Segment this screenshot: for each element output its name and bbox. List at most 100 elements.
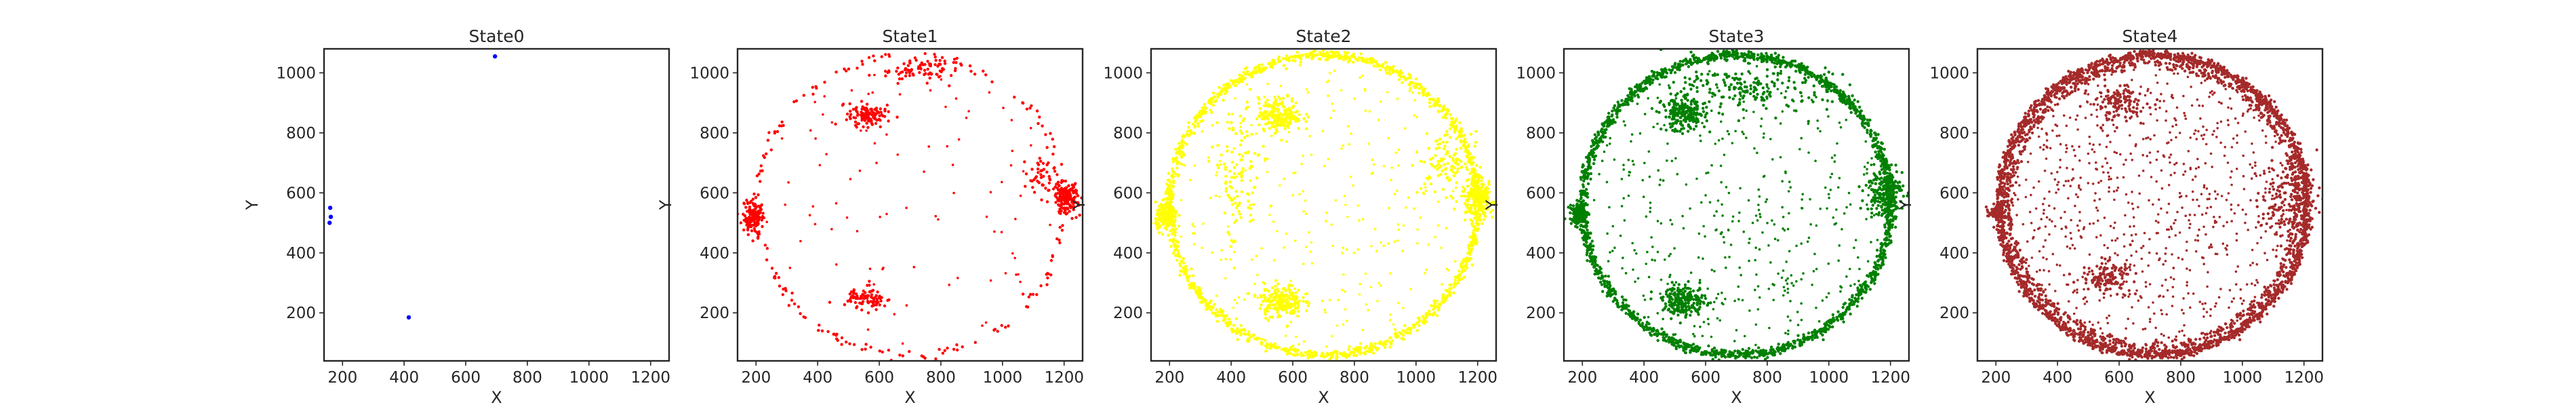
data-point <box>873 59 877 62</box>
data-point <box>1380 342 1384 346</box>
data-point <box>1190 283 1194 286</box>
data-point <box>860 100 864 103</box>
data-point <box>1255 176 1259 180</box>
data-point <box>1328 298 1331 302</box>
data-point <box>1341 252 1344 254</box>
data-point <box>1264 349 1268 353</box>
data-point <box>1030 104 1033 108</box>
data-point <box>1272 59 1276 62</box>
data-point <box>1262 128 1265 131</box>
data-point <box>1195 290 1199 293</box>
data-point <box>1255 71 1259 75</box>
data-point <box>1367 309 1369 312</box>
data-point <box>1211 123 1214 127</box>
data-point <box>863 119 867 122</box>
data-point <box>1037 121 1040 125</box>
data-point <box>1650 69 1654 73</box>
y-tick-label: 200 <box>1113 305 1143 322</box>
data-point <box>1249 220 1252 223</box>
data-point <box>1473 144 1476 148</box>
data-point <box>1844 95 1847 98</box>
data-point <box>1247 199 1250 203</box>
data-point <box>1227 82 1230 85</box>
data-point <box>933 63 937 66</box>
data-point <box>1074 216 1078 219</box>
data-point <box>1436 100 1440 103</box>
data-point <box>1235 175 1239 178</box>
data-point <box>1444 172 1447 176</box>
data-point <box>1060 187 1064 190</box>
data-point <box>1019 194 1022 197</box>
data-point <box>1887 223 1891 227</box>
data-point <box>757 193 760 197</box>
data-point <box>1168 191 1171 195</box>
data-point <box>1039 173 1043 176</box>
x-tick-label: 400 <box>803 369 832 387</box>
data-point <box>1431 157 1434 160</box>
data-point <box>1309 250 1312 253</box>
data-point <box>1461 261 1465 265</box>
data-point <box>1178 142 1181 145</box>
data-point <box>1238 212 1242 216</box>
data-point <box>1007 324 1010 328</box>
data-point <box>1028 292 1032 296</box>
data-point <box>1380 241 1382 244</box>
data-point <box>1213 303 1216 306</box>
data-point <box>1582 185 1586 189</box>
data-point <box>990 80 994 83</box>
data-point <box>1388 71 1391 74</box>
data-point <box>1483 211 1487 215</box>
data-point <box>1289 279 1292 282</box>
data-point <box>952 58 957 61</box>
data-point <box>1276 58 1280 61</box>
data-point <box>1582 179 1586 182</box>
data-point <box>1178 264 1182 268</box>
data-point <box>1636 85 1641 89</box>
data-point <box>1167 178 1171 182</box>
data-point <box>895 69 898 73</box>
data-point <box>1291 194 1294 197</box>
data-point <box>1270 112 1274 115</box>
data-point <box>1058 193 1062 196</box>
data-point <box>1438 166 1441 170</box>
data-point <box>1190 267 1193 271</box>
x-tick-label: 800 <box>512 369 542 387</box>
x-tick-label: 800 <box>1340 369 1369 387</box>
data-point <box>769 148 773 152</box>
data-point <box>1436 174 1440 178</box>
data-point <box>1880 245 1884 248</box>
data-point <box>901 354 905 357</box>
data-point <box>956 348 959 352</box>
data-point <box>1698 59 1702 63</box>
data-point <box>1620 99 1624 102</box>
y-tick-label: 600 <box>1113 185 1143 202</box>
data-point <box>1607 111 1611 115</box>
data-point <box>1222 314 1225 317</box>
data-point <box>1297 299 1302 303</box>
data-point <box>1457 135 1460 138</box>
data-point <box>830 228 833 231</box>
data-point <box>1045 170 1049 174</box>
data-point <box>1468 161 1472 164</box>
y-tick-label: 200 <box>700 305 729 322</box>
data-point <box>1464 201 1467 206</box>
data-point <box>808 214 811 217</box>
data-point <box>1049 132 1052 135</box>
data-point <box>1273 124 1276 128</box>
data-point <box>1244 151 1247 155</box>
data-point <box>1665 334 1668 338</box>
data-point <box>1468 210 1472 214</box>
data-point <box>1842 320 1845 324</box>
data-point <box>1196 122 1200 125</box>
data-point <box>1469 257 1472 260</box>
data-point <box>1260 341 1264 345</box>
data-point <box>1280 348 1284 351</box>
data-point <box>1163 220 1166 224</box>
data-point <box>1055 182 1058 186</box>
data-point <box>1187 121 1190 124</box>
x-tick-label: 1200 <box>630 369 670 387</box>
data-point <box>1064 209 1067 213</box>
data-point <box>1019 280 1022 284</box>
data-point <box>1184 265 1188 268</box>
data-point <box>1025 305 1028 309</box>
